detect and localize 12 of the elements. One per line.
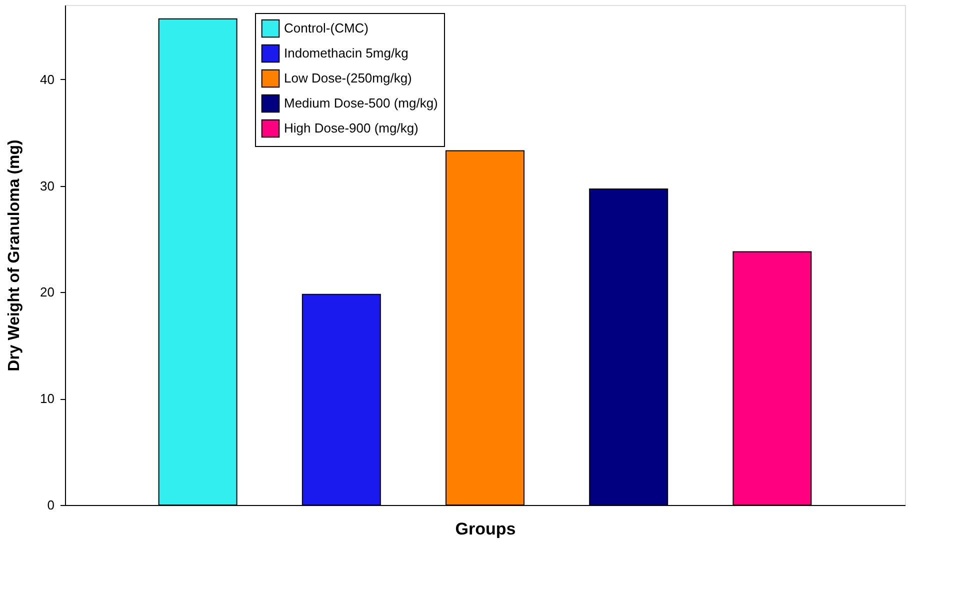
y-tick-label: 30: [40, 178, 54, 194]
legend-label: Indomethacin 5mg/kg: [284, 46, 408, 60]
y-tick-label: 40: [40, 72, 54, 87]
y-tick-label: 0: [47, 498, 54, 512]
legend-label: Low Dose-(250mg/kg): [284, 70, 412, 86]
y-axis-title: Dry Weight of Granuloma (mg): [6, 140, 24, 372]
legend-label: Medium Dose-500 (mg/kg): [284, 96, 438, 110]
y-tick-label: 20: [40, 284, 54, 300]
legend-label: Control-(CMC): [284, 20, 368, 36]
y-tick-label: 10: [40, 391, 54, 406]
legend-label: High Dose-900 (mg/kg): [284, 120, 418, 136]
x-axis-title: Groups: [455, 520, 516, 538]
